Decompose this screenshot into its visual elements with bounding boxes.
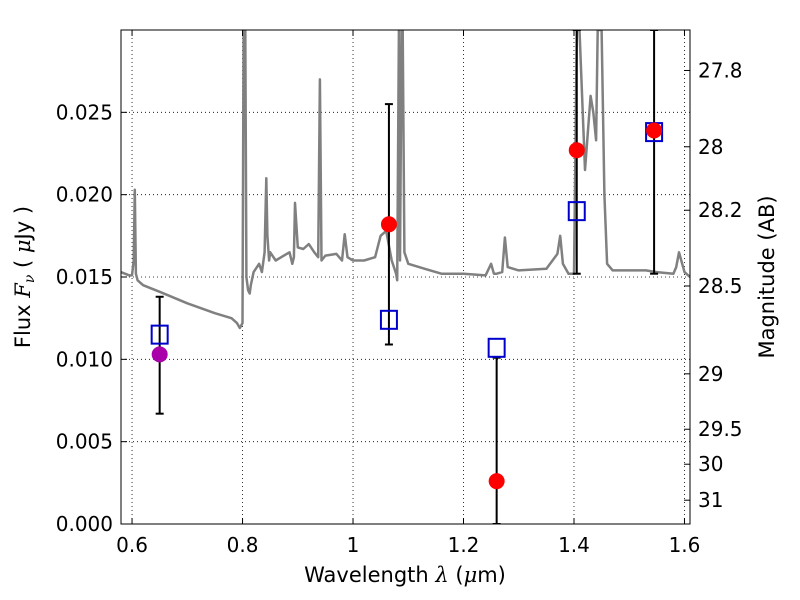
model-point	[150, 324, 169, 345]
model-point	[487, 337, 506, 358]
y-tick-label: 0.005	[56, 430, 113, 454]
x-tick-label: 0.6	[116, 533, 148, 557]
y-axis-label: Flux Fν ( μJy )	[11, 206, 38, 348]
grid-lines	[121, 30, 690, 525]
x-tick-label: 1.4	[558, 533, 590, 557]
y-tick-label: 0.020	[56, 183, 113, 207]
model-point	[567, 201, 586, 222]
x-tick-label: 1	[347, 533, 360, 557]
observed-point	[646, 122, 663, 139]
right-tick-label: 27.8	[698, 58, 743, 82]
observed-points	[151, 122, 663, 490]
right-tick-label: 28.2	[698, 198, 743, 222]
observed-point	[380, 216, 397, 233]
observed-point	[488, 473, 505, 490]
y-tick-label: 0.010	[56, 347, 113, 371]
right-axis-label: Magnitude (AB)	[755, 195, 779, 358]
right-tick-label: 28.5	[698, 274, 743, 298]
right-tick-label: 31	[698, 488, 723, 512]
y-tick-label: 0.000	[56, 512, 113, 536]
right-tick-label: 30	[698, 452, 723, 476]
x-ticks: 0.6 0.8 1 1.2 1.4 1.6	[116, 30, 700, 557]
spectrum-line	[121, 30, 690, 330]
y-ticks: 0.000 0.005 0.010 0.015 0.020 0.025	[56, 100, 127, 536]
right-tick-label: 29.5	[698, 417, 743, 441]
x-tick-label: 0.8	[227, 533, 259, 557]
observed-point	[568, 142, 585, 159]
y-tick-label: 0.025	[56, 100, 113, 124]
model-spectrum	[121, 30, 690, 330]
x-axis-label: Wavelength λ (μm)	[304, 563, 506, 587]
x-tick-label: 1.6	[669, 533, 701, 557]
right-tick-label: 28	[698, 135, 723, 159]
right-tick-label: 29	[698, 362, 723, 386]
y-tick-label: 0.015	[56, 265, 113, 289]
x-tick-label: 1.2	[448, 533, 480, 557]
right-ticks: 27.8 28 28.2 28.5 29 29.5 30 31	[684, 58, 743, 512]
observed-point	[151, 346, 168, 363]
model-point	[379, 309, 398, 330]
